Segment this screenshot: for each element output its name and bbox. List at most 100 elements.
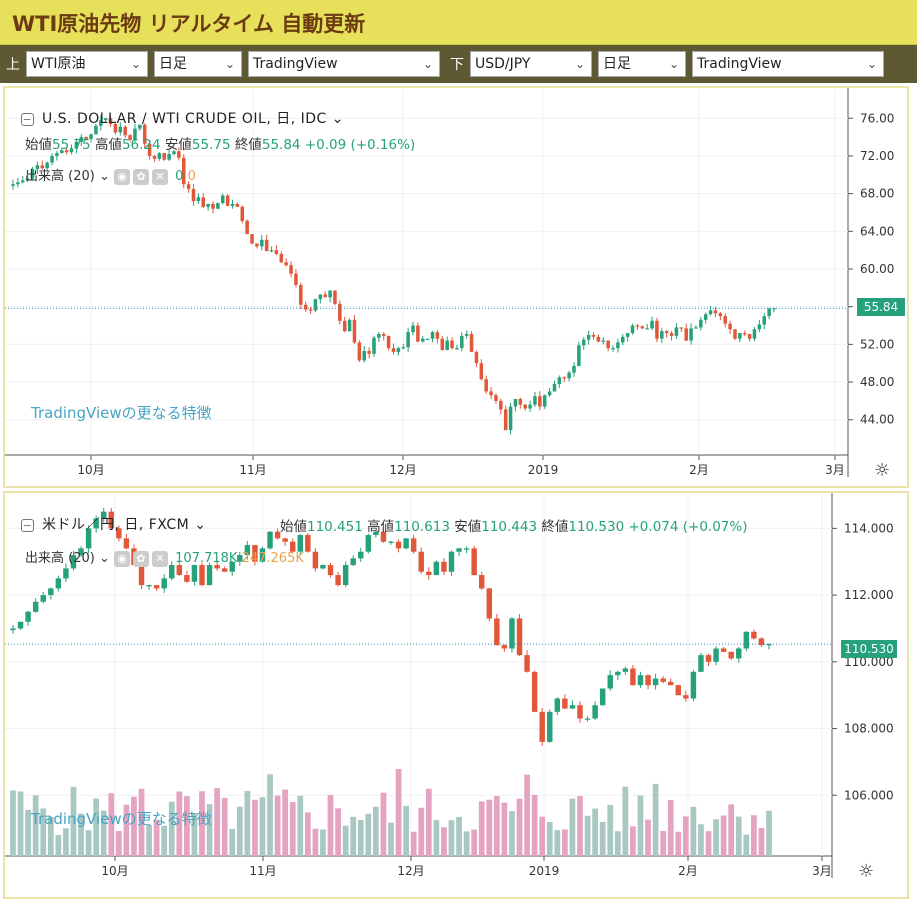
volume-bar: [410, 831, 417, 856]
gear-icon[interactable]: ✿: [133, 168, 150, 185]
candle-body: [684, 328, 688, 341]
top-symbol-select[interactable]: WTI原油 ⌄: [26, 51, 148, 77]
volume-bar: [425, 788, 432, 856]
volume-bar: [267, 774, 273, 856]
volume-bar: [47, 817, 54, 856]
candle-body: [305, 535, 311, 552]
top-symbol-title[interactable]: − U.S. DOLLAR / WTI CRUDE OIL, 日, IDC ⌄: [21, 108, 344, 128]
candle-body: [79, 137, 84, 142]
y-tick-label: 114.000: [844, 521, 894, 535]
candle-body: [752, 329, 757, 339]
gear-icon[interactable]: ✿: [133, 550, 150, 567]
candle-body: [63, 568, 69, 579]
top-source-select[interactable]: TradingView ⌄: [248, 51, 440, 77]
candle-body: [264, 239, 269, 252]
candle-body: [350, 558, 356, 566]
y-tick-label: 44.00: [860, 413, 894, 427]
volume-bar: [735, 816, 742, 856]
candle-body: [440, 338, 445, 351]
volume-bar: [168, 801, 175, 856]
volume-bar: [123, 804, 130, 856]
eye-icon[interactable]: ◉: [114, 550, 131, 567]
bottom-chart-panel[interactable]: 114.000 112.000 110.000 108.000 106.000 10月 11…: [3, 491, 909, 899]
candle-body: [342, 565, 349, 586]
top-interval-select[interactable]: 日足 ⌄: [154, 51, 242, 77]
candle-body: [313, 299, 318, 311]
candle-body: [567, 372, 571, 379]
volume-bar: [55, 834, 62, 856]
tradingview-link[interactable]: TradingViewの更なる特徴: [31, 404, 212, 422]
volume-bar: [252, 799, 258, 856]
volume-bar: [206, 804, 213, 856]
volume-bar: [660, 830, 667, 856]
chevron-down-icon[interactable]: ⌄: [331, 111, 345, 127]
volume-bar: [244, 790, 251, 856]
y-tick-label: 110.000: [844, 655, 894, 669]
candle-body: [450, 340, 454, 349]
volume-bar: [85, 830, 92, 856]
volume-bar: [607, 805, 614, 856]
bottom-interval-select[interactable]: 日足 ⌄: [598, 51, 686, 77]
candle-body: [539, 711, 545, 742]
candle-body: [660, 331, 664, 339]
candle-body: [333, 290, 337, 304]
x-tick-label: 12月: [397, 864, 424, 878]
chevron-down-icon[interactable]: ⌄: [194, 517, 207, 533]
candle-body: [655, 320, 659, 339]
volume-bar: [138, 788, 145, 856]
volume-bar: [524, 774, 530, 856]
top-ohlc-legend: 始値55.75 高値56.24 安値55.75 終値55.84 +0.09 (+…: [25, 133, 415, 153]
candle-body: [299, 285, 303, 305]
chevron-down-icon[interactable]: ⌄: [98, 169, 110, 184]
candle-body: [335, 575, 341, 586]
volume-bar: [463, 831, 470, 856]
eye-icon[interactable]: ◉: [114, 168, 131, 185]
bottom-symbol-select[interactable]: USD/JPY ⌄: [470, 51, 592, 77]
bottom-chart-svg[interactable]: 114.000 112.000 110.000 108.000 106.000 10月 11…: [5, 493, 907, 897]
candle-body: [747, 334, 752, 339]
settings-gear-icon[interactable]: ☼: [874, 460, 890, 481]
settings-gear-icon[interactable]: ☼: [858, 861, 874, 882]
close-icon[interactable]: ✕: [152, 168, 169, 185]
candle-body: [460, 335, 464, 349]
candle-body: [552, 383, 557, 392]
open-label: 始値: [25, 137, 52, 153]
candle-body: [358, 551, 364, 559]
candle-body: [386, 335, 391, 349]
top-chart-panel[interactable]: 76.0072.0068.0064.0060.0056.0052.0048.00…: [3, 86, 909, 488]
candle-body: [738, 333, 742, 339]
volume-bar: [236, 806, 243, 856]
x-tick-label: 12月: [389, 463, 416, 477]
candle-body: [318, 294, 323, 300]
candle-body: [554, 698, 561, 712]
collapse-icon[interactable]: −: [21, 518, 34, 532]
candle-body: [259, 548, 266, 562]
candle-body: [728, 651, 734, 659]
candle-body: [508, 406, 513, 431]
high-label: 高値: [94, 137, 122, 153]
candle-body: [40, 165, 45, 169]
candle-body: [191, 565, 198, 582]
candle-body: [282, 538, 288, 542]
close-icon[interactable]: ✕: [152, 550, 169, 567]
collapse-icon[interactable]: −: [21, 112, 34, 126]
candle-body: [501, 645, 508, 649]
chevron-down-icon[interactable]: ⌄: [98, 551, 110, 566]
candle-body: [713, 648, 719, 662]
candle-body: [84, 137, 88, 139]
bottom-source-select[interactable]: TradingView ⌄: [692, 51, 884, 77]
candle-body: [152, 155, 157, 159]
volume-bar: [622, 786, 629, 856]
tradingview-link[interactable]: TradingViewの更なる特徴: [31, 810, 212, 828]
candle-body: [705, 655, 712, 662]
chevron-down-icon: ⌄: [130, 57, 141, 71]
chevron-down-icon: ⌄: [422, 57, 433, 71]
candle-body: [542, 395, 547, 407]
volume-bar: [630, 826, 636, 856]
y-tick-label: 72.00: [860, 149, 894, 163]
bottom-symbol-title[interactable]: − 米ドル／円, 日, FXCM ⌄: [21, 514, 206, 534]
candle-body: [694, 327, 698, 329]
candle-body: [484, 379, 488, 392]
volume-bar: [115, 831, 122, 856]
volume-bar: [373, 806, 379, 856]
